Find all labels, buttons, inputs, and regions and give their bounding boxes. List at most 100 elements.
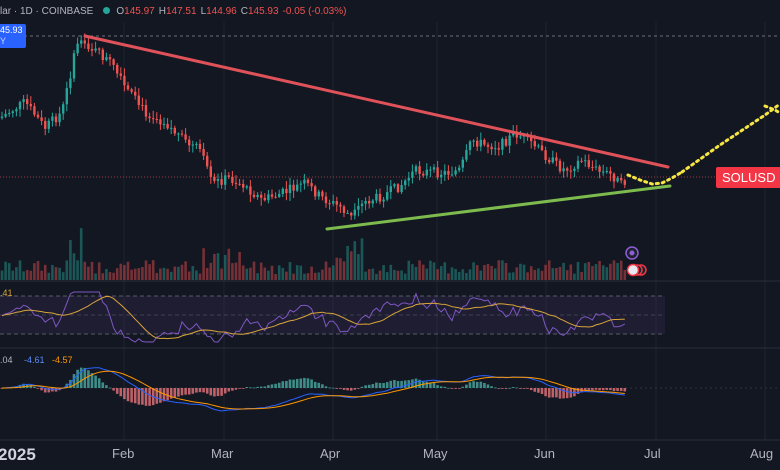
macd-hist-bar-126 <box>454 388 457 389</box>
volume-bar-145 <box>522 264 526 280</box>
candle-body-40 <box>144 105 148 117</box>
volume-bar-138 <box>497 260 501 280</box>
candle-body-160 <box>576 160 580 169</box>
volume-bar-41 <box>148 264 151 280</box>
macd-hist-bar-9 <box>33 386 36 388</box>
candle-body-80 <box>288 184 292 194</box>
candle-body-137 <box>494 148 497 150</box>
volume-bar-105 <box>378 270 382 280</box>
macd-hist-bar-91 <box>328 387 331 389</box>
volume-bar-106 <box>382 265 385 280</box>
macd-hist-bar-64 <box>231 388 234 391</box>
macd-hist-bar-34 <box>123 388 126 400</box>
macd-hist-bar-77 <box>277 382 281 388</box>
macd-hist-bar-65 <box>234 388 238 390</box>
macd-hist-bar-153 <box>551 388 555 398</box>
macd-hist-bar-164 <box>591 388 594 391</box>
volume-bar-117 <box>421 264 425 280</box>
candle-body-14 <box>51 116 54 121</box>
macd-hist-bar-172 <box>619 388 623 392</box>
macd-hist-bar-169 <box>609 388 612 391</box>
volume-bar-60 <box>216 253 220 280</box>
candle-body-54 <box>195 143 198 145</box>
candle-body-68 <box>245 186 248 188</box>
volume-bar-169 <box>609 263 612 280</box>
candle-body-57 <box>206 155 209 167</box>
volume-bar-27 <box>97 262 101 280</box>
volume-bar-40 <box>144 260 148 280</box>
macd-hist-bar-14 <box>51 388 54 392</box>
macd-hist-bar-105 <box>378 382 382 388</box>
volume-bar-84 <box>303 273 306 280</box>
volume-bar-92 <box>331 265 335 280</box>
candle-body-91 <box>328 203 331 205</box>
macd-hist-bar-10 <box>36 388 40 389</box>
volume-bar-112 <box>403 273 407 280</box>
volume-bar-87 <box>313 272 317 280</box>
event-icons[interactable] <box>625 246 647 277</box>
candle-body-4 <box>15 109 18 112</box>
volume-bar-38 <box>137 268 141 280</box>
candle-body-59 <box>213 176 216 181</box>
dividend-event-icon-core <box>629 250 635 256</box>
macd-hist-bar-60 <box>216 388 220 396</box>
macd-hist-bar-155 <box>558 388 562 399</box>
news-event-icon[interactable] <box>626 263 640 277</box>
volume-bar-2 <box>7 263 11 280</box>
candle-body-129 <box>465 150 468 160</box>
candle-body-0 <box>0 116 4 118</box>
volume-bar-19 <box>69 240 72 280</box>
macd-hist-bar-156 <box>562 388 565 399</box>
macd-hist-bar-83 <box>299 378 303 388</box>
candle-body-92 <box>332 201 335 204</box>
volume-bar-18 <box>65 260 69 280</box>
macd-hist-bar-22 <box>79 367 83 388</box>
volume-bar-162 <box>583 263 587 280</box>
volume-bar-68 <box>245 268 249 280</box>
volume-bar-133 <box>479 270 483 280</box>
candle-body-48 <box>173 127 176 134</box>
volume-bar-16 <box>58 267 61 280</box>
volume-bar-100 <box>360 238 364 280</box>
candle-body-6 <box>22 99 25 102</box>
volume-bar-115 <box>414 266 418 280</box>
candle-body-15 <box>54 116 58 123</box>
macd-hist-bar-157 <box>565 388 569 399</box>
candle-body-70 <box>252 194 256 198</box>
macd-hist-bar-130 <box>468 382 472 388</box>
macd-hist-bar-162 <box>583 388 587 391</box>
macd-hist-bar-101 <box>364 385 367 388</box>
candle-body-9 <box>33 106 36 115</box>
candle-body-37 <box>134 91 137 96</box>
candle-body-112 <box>404 180 407 186</box>
volume-bar-93 <box>335 257 339 280</box>
candle-body-97 <box>350 212 353 216</box>
macd-hist-bar-55 <box>198 388 202 393</box>
candle-body-89 <box>321 191 324 197</box>
macd-hist-bar-46 <box>166 388 169 401</box>
candle-body-66 <box>238 183 241 185</box>
candle-body-93 <box>335 201 338 205</box>
candle-body-169 <box>609 171 612 174</box>
symbol-title[interactable]: lar · 1D · COINBASE <box>0 6 94 17</box>
macd-hist-bar-58 <box>209 388 213 396</box>
volume-bar-67 <box>241 265 245 280</box>
volume-bar-123 <box>443 262 447 280</box>
volume-bar-160 <box>576 261 580 280</box>
macd-hist-bar-25 <box>90 373 94 388</box>
candle-body-165 <box>594 166 598 168</box>
macd-hist-bar-119 <box>429 382 432 388</box>
candle-body-127 <box>458 167 461 171</box>
volume-bar-22 <box>79 228 83 280</box>
macd-hist-bar-115 <box>414 378 418 388</box>
candle-body-82 <box>296 184 299 191</box>
candle-body-85 <box>306 179 310 184</box>
candle-body-45 <box>162 124 166 126</box>
volume-bar-127 <box>457 271 461 280</box>
candle-body-60 <box>216 179 220 181</box>
last-price-tag-sub: Y <box>0 36 7 46</box>
macd-hist-bar-56 <box>202 388 205 393</box>
macd-hist-bar-84 <box>303 377 306 388</box>
volume-bar-74 <box>267 270 270 280</box>
candle-body-24 <box>87 43 90 49</box>
